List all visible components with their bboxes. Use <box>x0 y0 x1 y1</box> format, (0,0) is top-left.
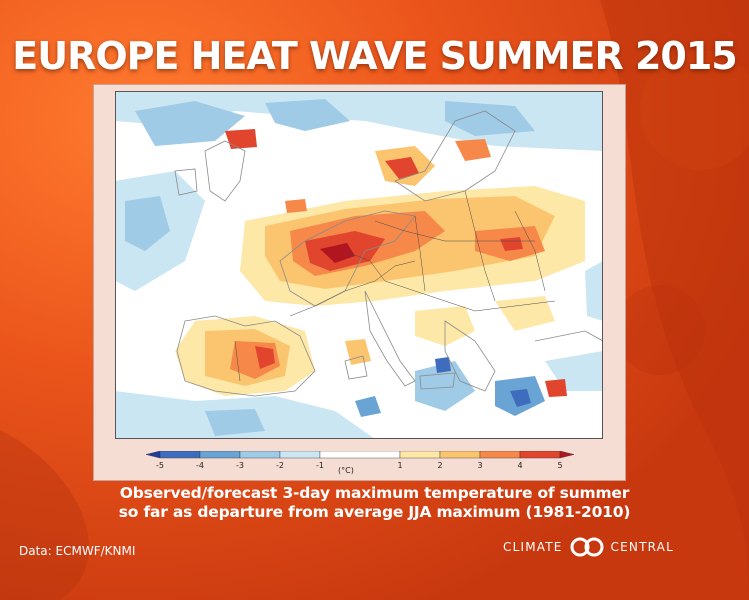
color-bin-7 <box>439 451 481 459</box>
color-tick-label-0: -5 <box>156 461 164 470</box>
color-bin-4 <box>279 451 321 459</box>
color-scale-bar: -5 -4 -3 -2 -1 1 2 3 4 5 <box>146 451 574 470</box>
color-bin-5 <box>319 451 401 459</box>
climate-central-logo: CLIMATE CENTRAL <box>503 537 674 557</box>
caption-line-1: Observed/forecast 3-day maximum temperat… <box>119 484 630 502</box>
caption-line-2: so far as departure from average JJA max… <box>118 503 631 521</box>
logo-text-left: CLIMATE <box>503 540 563 554</box>
coastlines <box>174 110 603 397</box>
color-bin-3 <box>239 451 281 459</box>
color-tick-label-8: 4 <box>517 461 522 470</box>
logo-text-right: CENTRAL <box>610 540 674 554</box>
color-tick-label-2: -3 <box>236 461 244 470</box>
logo-rings-icon <box>570 537 604 557</box>
warm-anomaly-areas <box>175 129 585 397</box>
color-tick-label-5: 1 <box>397 461 402 470</box>
color-scale-bins <box>146 451 574 459</box>
color-bin-9 <box>519 451 561 459</box>
page-title: EUROPE HEAT WAVE SUMMER 2015 <box>12 34 738 78</box>
country-borders <box>234 190 556 382</box>
color-tick-label-7: 3 <box>477 461 482 470</box>
color-tick-label-6: 2 <box>437 461 442 470</box>
color-bin-6 <box>399 451 441 459</box>
color-tick-label-1: -4 <box>196 461 204 470</box>
color-bin-0 <box>146 451 161 459</box>
data-source: Data: ECMWF/KNMI <box>19 544 136 558</box>
map-panel: -5 -4 -3 -2 -1 1 2 3 4 5 (°C) <box>93 84 626 481</box>
europe-temperature-map <box>115 91 603 439</box>
color-scale-unit: (°C) <box>338 466 354 475</box>
color-tick-label-9: 5 <box>557 461 562 470</box>
color-tick-label-4: -1 <box>316 461 324 470</box>
color-tick-label-3: -2 <box>276 461 284 470</box>
map-frame <box>115 91 603 439</box>
color-scale-ticks: -5 -4 -3 -2 -1 1 2 3 4 5 <box>156 461 563 470</box>
color-bin-10 <box>559 451 574 459</box>
map-caption: Observed/forecast 3-day maximum temperat… <box>0 484 749 522</box>
color-bin-2 <box>199 451 241 459</box>
color-bin-1 <box>159 451 201 459</box>
cool-anomaly-areas <box>115 91 603 439</box>
color-bin-8 <box>479 451 521 459</box>
